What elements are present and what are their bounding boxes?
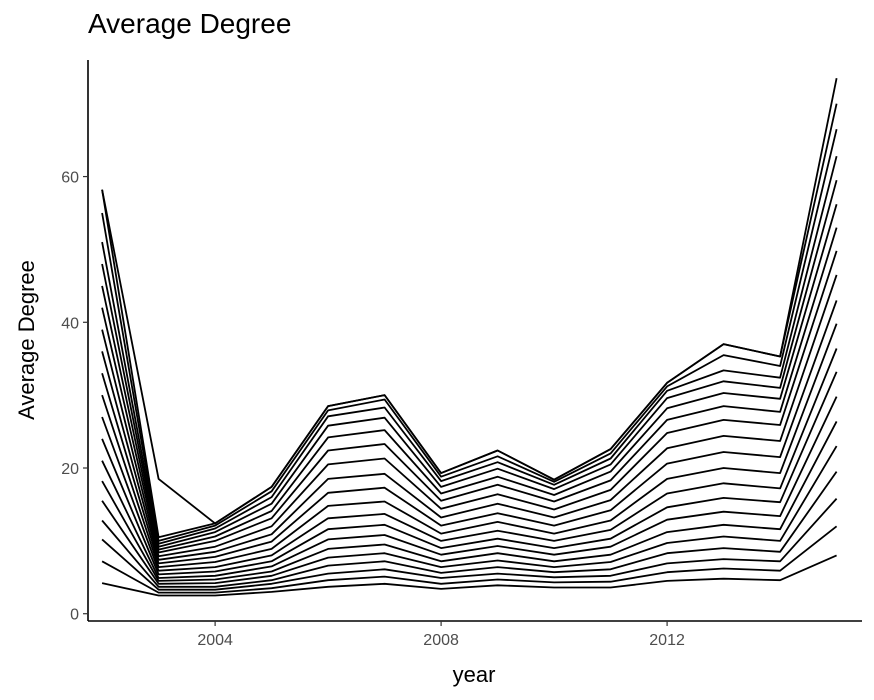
y-tick-label: 40: [61, 315, 79, 332]
series-line-12: [101, 274, 838, 561]
series-line-4: [101, 471, 838, 588]
series-line-7: [101, 396, 838, 579]
x-tick-label: 2004: [197, 632, 233, 649]
axis-ticks: 0 20 40 60 2004 2008 2012: [61, 170, 685, 649]
series-lines: [101, 78, 838, 597]
series-line-14: [101, 227, 838, 554]
series-line-2: [101, 525, 838, 594]
series-line-5: [101, 445, 838, 585]
y-tick-label: 60: [61, 170, 79, 187]
series-line-3: [101, 497, 838, 591]
x-axis-title: year: [453, 662, 496, 687]
series-line-16: [101, 179, 838, 548]
x-tick-label: 2008: [423, 632, 459, 649]
series-line-8: [101, 371, 838, 576]
series-line-9: [101, 348, 838, 572]
series-line-11: [101, 300, 838, 565]
series-line-1: [101, 554, 837, 597]
series-line-18: [101, 128, 838, 542]
series-line-15: [101, 204, 838, 551]
series-line-17: [101, 155, 838, 545]
y-axis-title: Average Degree: [14, 260, 39, 420]
series-line-20: [101, 78, 838, 525]
series-line-10: [101, 323, 838, 568]
series-line-6: [101, 420, 838, 582]
series-line-13: [101, 250, 838, 558]
y-tick-label: 20: [61, 461, 79, 478]
y-tick-label: 0: [70, 607, 79, 624]
chart-title: Average Degree: [88, 8, 292, 39]
x-tick-label: 2012: [649, 632, 685, 649]
